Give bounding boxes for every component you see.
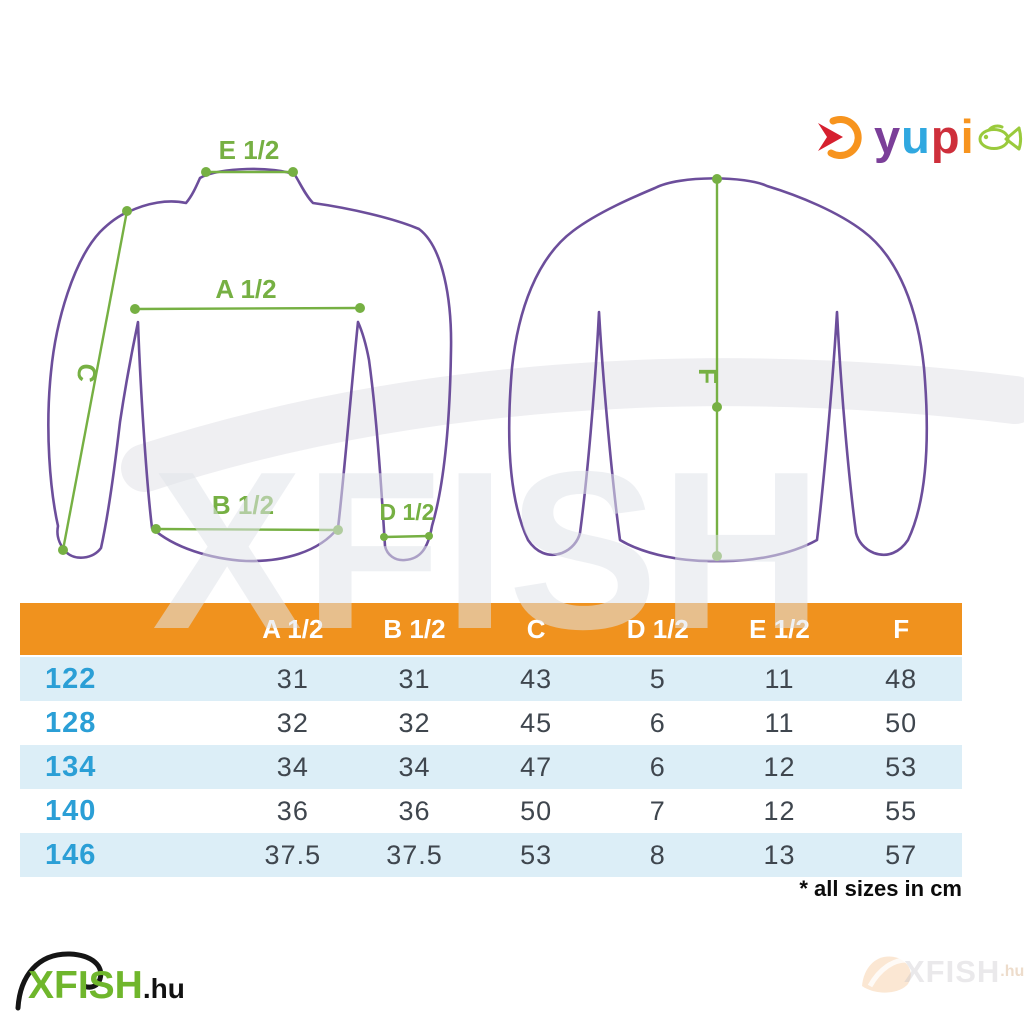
shirt-back-left-outline: [47, 167, 453, 563]
header-cell: B 1/2: [383, 613, 446, 644]
value-cell: 36: [276, 795, 309, 826]
header-cell: D 1/2: [626, 613, 689, 644]
value-cell: 5: [649, 663, 666, 694]
value-cell: 53: [520, 839, 553, 870]
value-cell: 34: [398, 751, 431, 782]
value-cell: 34: [276, 751, 309, 782]
value-cell: 57: [885, 839, 918, 870]
header-cell-size: [20, 603, 232, 655]
measure-label-c: C: [71, 362, 103, 385]
header-cell: A 1/2: [262, 613, 324, 644]
brand-letter: i: [960, 110, 975, 163]
corner-watermark-text: XFISH: [904, 954, 1001, 989]
measure-label-e-half: E 1/2: [219, 135, 280, 165]
xfish-logo-suffix: .hu: [142, 973, 185, 1004]
fish-icon: [978, 124, 1022, 151]
size-cell: 128: [45, 706, 97, 739]
value-cell: 12: [763, 795, 796, 826]
measure-line-b-half: B 1/2: [151, 490, 343, 535]
brand-logo: y u p i: [816, 112, 1023, 162]
xfish-logo-text-wrap: XFISH.hu: [28, 964, 185, 1008]
measure-label-d-half: D 1/2: [380, 499, 435, 525]
value-cell: 31: [276, 663, 309, 694]
corner-fish-icon: [862, 956, 911, 993]
brand-letter: u: [901, 110, 931, 163]
value-cell: 50: [520, 795, 553, 826]
value-cell: 50: [885, 707, 918, 738]
value-cell: 12: [763, 751, 796, 782]
value-cell: 31: [398, 663, 431, 694]
value-cell: 6: [649, 751, 666, 782]
measure-line-c: C: [58, 206, 132, 555]
size-cell: 146: [45, 838, 97, 871]
measure-line-d-half: D 1/2: [380, 499, 435, 541]
xfish-logo-text: XFISH: [28, 964, 143, 1007]
brand-letter: p: [930, 110, 961, 163]
value-cell: 8: [649, 839, 666, 870]
corner-watermark-suffix: .hu: [1000, 963, 1024, 980]
measure-label-b-half: B 1/2: [212, 490, 274, 520]
table-row: 122 31 31 43 5 11 48: [20, 657, 962, 701]
table-row: 128 32 32 45 6 11 50: [20, 701, 962, 745]
header-cell: C: [526, 613, 546, 644]
xfish-logo: XFISH.hu: [10, 944, 210, 1014]
shirt-back-right-outline: [507, 177, 929, 563]
value-cell: 55: [885, 795, 918, 826]
table-row: 146 37.5 37.5 53 8 13 57: [20, 833, 962, 877]
size-cell: 134: [45, 750, 97, 783]
value-cell: 7: [649, 795, 666, 826]
value-cell: 11: [764, 707, 795, 738]
measure-label-f: F: [693, 368, 723, 384]
brand-letter: y: [874, 110, 902, 163]
value-cell: 13: [763, 839, 796, 870]
value-cell: 37.5: [386, 839, 443, 870]
brand-name: y u p i: [874, 110, 975, 163]
measure-line-e-half: E 1/2: [201, 135, 298, 177]
table-row: 140 36 36 50 7 12 55: [20, 789, 962, 833]
size-cell: 122: [45, 662, 97, 695]
value-cell: 37.5: [264, 839, 322, 870]
header-cell: E 1/2: [749, 613, 810, 644]
xfish-swoosh-icon: [15, 951, 104, 1011]
watermark-swoosh: [121, 358, 1024, 492]
size-table: A 1/2 B 1/2 C D 1/2 E 1/2 F 122 31 31 43…: [20, 603, 962, 877]
table-header-row: A 1/2 B 1/2 C D 1/2 E 1/2 F: [20, 603, 962, 657]
value-cell: 32: [276, 707, 309, 738]
measure-line-f: F: [693, 174, 723, 561]
header-cell: F: [893, 613, 910, 644]
value-cell: 47: [520, 751, 553, 782]
shirt-measurement-diagram: E 1/2 A 1/2 C B 1/2 D 1/2: [47, 135, 1024, 563]
measure-line-a-half: A 1/2: [130, 274, 365, 314]
value-cell: 6: [649, 707, 666, 738]
value-cell: 32: [398, 707, 431, 738]
yupi-arrow-icon: [818, 116, 862, 159]
corner-watermark: XFISH .hu: [856, 946, 1024, 998]
measure-label-a-half: A 1/2: [215, 274, 276, 304]
value-cell: 48: [885, 663, 918, 694]
value-cell: 36: [398, 795, 431, 826]
size-cell: 140: [45, 794, 97, 827]
sizes-note: * all sizes in cm: [799, 876, 962, 901]
value-cell: 53: [885, 751, 918, 782]
value-cell: 45: [520, 707, 553, 738]
table-row: 134 34 34 47 6 12 53: [20, 745, 962, 789]
value-cell: 43: [520, 663, 553, 694]
value-cell: 11: [764, 663, 795, 694]
